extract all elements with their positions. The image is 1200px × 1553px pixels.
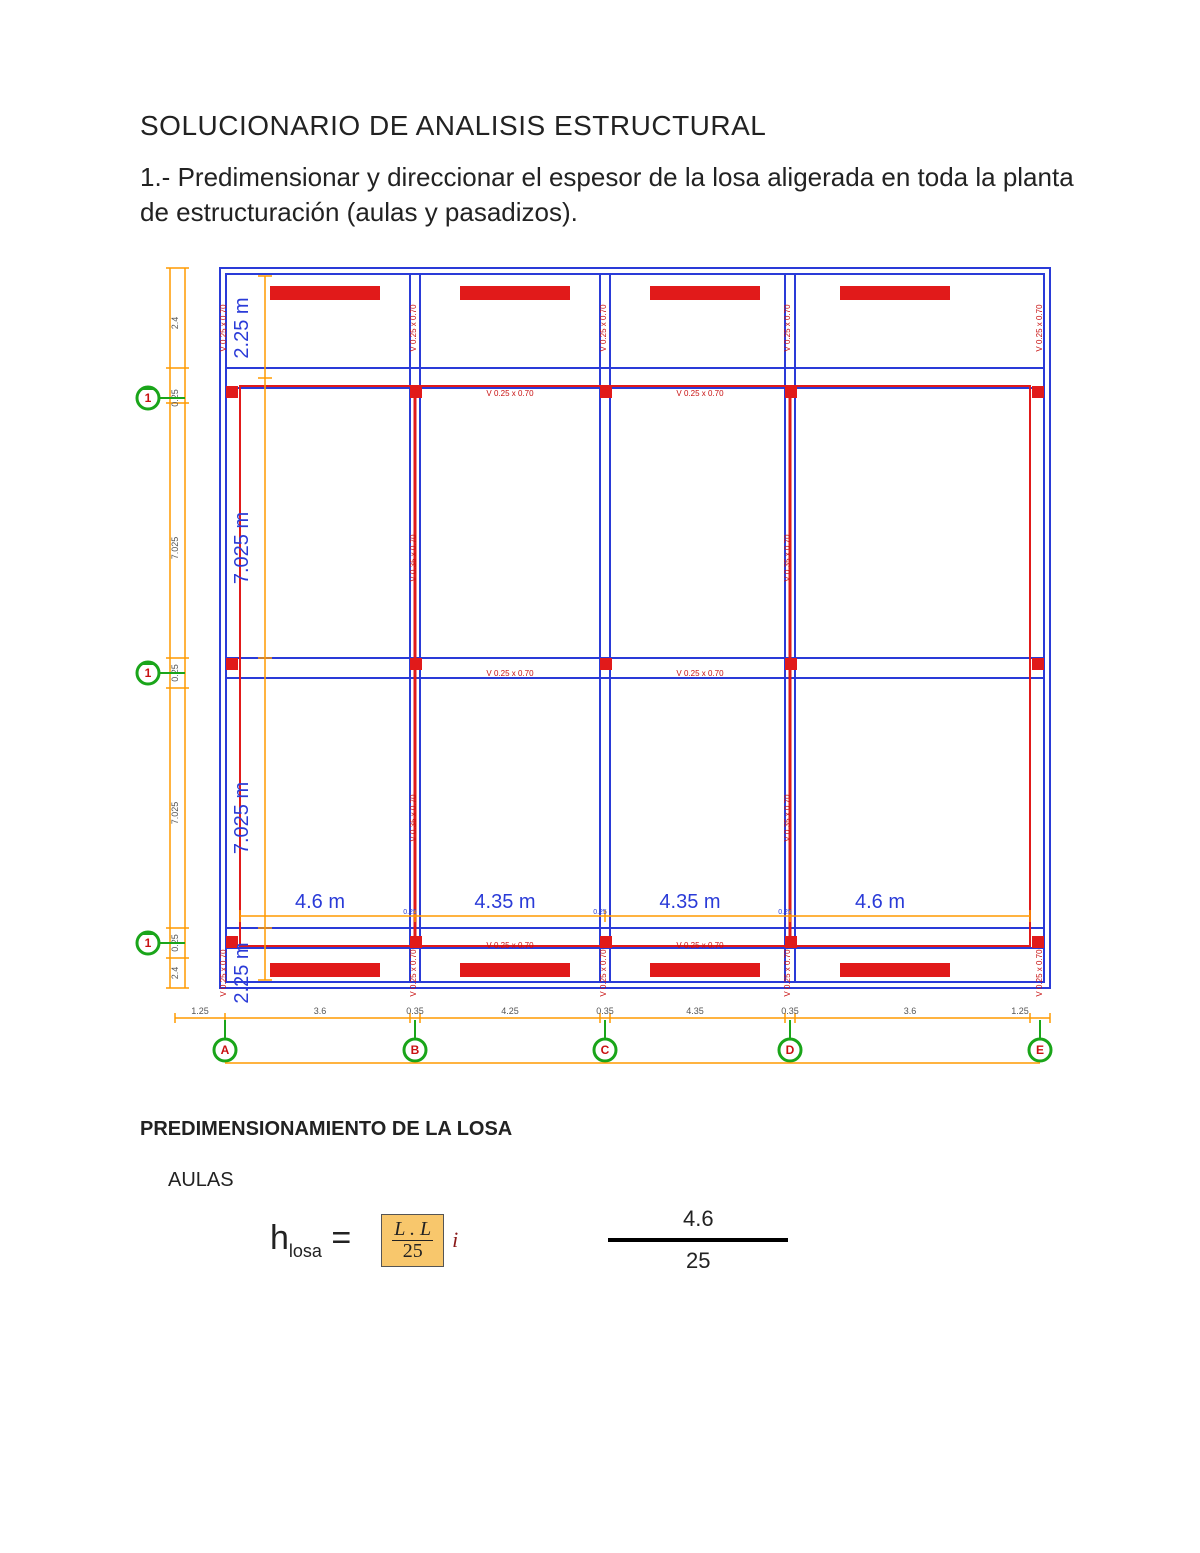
svg-text:V 0.35 x 0.70: V 0.35 x 0.70 [783, 794, 792, 842]
svg-text:1: 1 [145, 391, 152, 405]
svg-text:V 0.25 x 0.70: V 0.25 x 0.70 [409, 949, 418, 997]
svg-text:0.25: 0.25 [403, 909, 417, 916]
svg-text:V 0.25 x 0.70: V 0.25 x 0.70 [219, 304, 228, 352]
svg-text:A: A [221, 1043, 230, 1057]
svg-text:V 0.35 x 0.70: V 0.35 x 0.70 [409, 794, 418, 842]
svg-text:4.35: 4.35 [686, 1006, 704, 1016]
formula-lhs: hlosa = [270, 1219, 351, 1262]
svg-text:4.35 m: 4.35 m [659, 891, 720, 913]
svg-text:1.25: 1.25 [1011, 1006, 1029, 1016]
svg-text:0.35: 0.35 [596, 1006, 614, 1016]
formula-box-bot: 25 [392, 1241, 433, 1262]
svg-text:V 0.25 x 0.70: V 0.25 x 0.70 [676, 669, 724, 678]
svg-text:1.25: 1.25 [191, 1006, 209, 1016]
svg-text:2.25 m: 2.25 m [231, 298, 253, 359]
rhs-bar [608, 1238, 788, 1242]
svg-text:0.25: 0.25 [593, 909, 607, 916]
svg-text:V 0.25 x 0.70: V 0.25 x 0.70 [676, 389, 724, 398]
svg-text:V 0.25 x 0.70: V 0.25 x 0.70 [486, 669, 534, 678]
svg-text:7.025 m: 7.025 m [231, 512, 253, 584]
svg-text:3.6: 3.6 [314, 1006, 327, 1016]
rhs-bot: 25 [608, 1248, 788, 1274]
svg-text:0.35: 0.35 [406, 1006, 424, 1016]
svg-text:V 0.25 x 0.70: V 0.25 x 0.70 [599, 304, 608, 352]
svg-text:V 0.25 x 0.70: V 0.25 x 0.70 [219, 949, 228, 997]
h-sub: losa [289, 1241, 322, 1261]
svg-text:V 0.35 x 0.70: V 0.35 x 0.70 [783, 534, 792, 582]
svg-text:V 0.25 x 0.70: V 0.25 x 0.70 [783, 949, 792, 997]
svg-text:V 0.25 x 0.70: V 0.25 x 0.70 [783, 304, 792, 352]
svg-text:4.35 m: 4.35 m [474, 891, 535, 913]
svg-text:V 0.25 x 0.70: V 0.25 x 0.70 [1035, 304, 1044, 352]
svg-text:7.025: 7.025 [170, 802, 180, 825]
rhs-top: 4.6 [608, 1206, 788, 1232]
svg-text:4.6 m: 4.6 m [295, 891, 345, 913]
formula-rhs: 4.6 25 [608, 1206, 788, 1274]
svg-text:1: 1 [145, 936, 152, 950]
svg-text:V 0.25 x 0.70: V 0.25 x 0.70 [599, 949, 608, 997]
section-heading-predim: PREDIMENSIONAMIENTO DE LA LOSA [140, 1118, 1080, 1141]
svg-text:C: C [601, 1043, 610, 1057]
formula-i: i [452, 1227, 458, 1253]
svg-text:0.35: 0.35 [781, 1006, 799, 1016]
formula-box: L . L 25 [381, 1214, 444, 1267]
formula-box-top: L . L [392, 1219, 433, 1241]
svg-text:V 0.25 x 0.70: V 0.25 x 0.70 [486, 389, 534, 398]
svg-text:7.025: 7.025 [170, 537, 180, 560]
subsection-aulas: AULAS [168, 1169, 1080, 1192]
structural-plan-diagram: 4.6 m 4.35 m 4.35 m 4.6 m 2.25 m 7.025 m 7.025… [130, 258, 1070, 1078]
svg-text:V 0.25 x 0.70: V 0.25 x 0.70 [1035, 949, 1044, 997]
svg-text:0.25: 0.25 [778, 909, 792, 916]
svg-text:V 0.25 x 0.70: V 0.25 x 0.70 [409, 304, 418, 352]
problem-statement: 1.- Predimensionar y direccionar el espe… [140, 160, 1080, 230]
svg-text:4.6 m: 4.6 m [855, 891, 905, 913]
formula-row: hlosa = L . L 25 i 4.6 25 [270, 1206, 1080, 1274]
svg-text:4.25: 4.25 [501, 1006, 519, 1016]
svg-text:V 0.25 x 0.70: V 0.25 x 0.70 [486, 941, 534, 950]
svg-text:3.6: 3.6 [904, 1006, 917, 1016]
svg-text:D: D [786, 1043, 795, 1057]
svg-text:V 0.35 x 0.70: V 0.35 x 0.70 [409, 534, 418, 582]
page-title: SOLUCIONARIO DE ANALISIS ESTRUCTURAL [140, 110, 1080, 142]
svg-text:2.25 m: 2.25 m [231, 943, 253, 1004]
svg-text:V 0.25 x 0.70: V 0.25 x 0.70 [676, 941, 724, 950]
svg-text:7.025 m: 7.025 m [231, 782, 253, 854]
h-symbol: h [270, 1219, 289, 1257]
svg-text:1: 1 [145, 666, 152, 680]
svg-text:2.4: 2.4 [170, 317, 180, 330]
equals: = [322, 1219, 351, 1257]
svg-text:2.4: 2.4 [170, 967, 180, 980]
svg-text:B: B [411, 1043, 420, 1057]
svg-text:E: E [1036, 1043, 1044, 1057]
